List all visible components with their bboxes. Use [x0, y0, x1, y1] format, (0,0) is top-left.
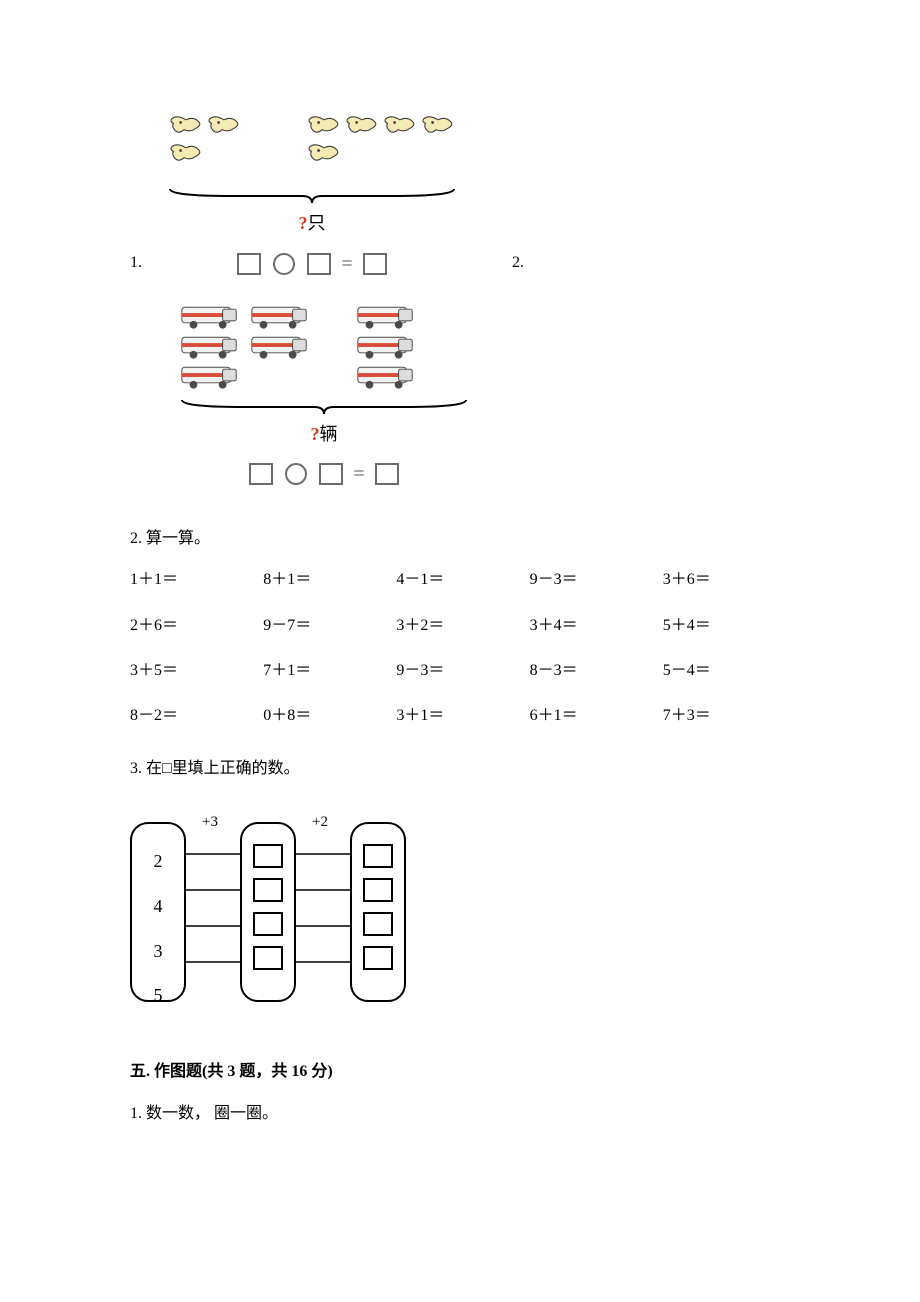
birds-right-group [306, 114, 456, 168]
ambulance-groups [174, 287, 474, 397]
ambulance-icon [176, 361, 244, 391]
section-3-title: 3. 在□里填上正确的数。 [130, 755, 790, 782]
birds-equation: = [162, 247, 462, 281]
op-circle[interactable] [285, 463, 307, 485]
ambulance-icon [176, 331, 244, 361]
picture-problem-1-row: 1. ?只 [130, 96, 790, 281]
ambulance-question-unit: ?辆 [174, 419, 474, 450]
calc-cell: 3＋5＝ [130, 657, 257, 684]
birds-groups [162, 96, 462, 186]
blank-box[interactable] [249, 463, 273, 485]
flow-out-boxes [352, 844, 404, 970]
blank-box[interactable] [363, 946, 393, 970]
birds-figure: ?只 = [162, 96, 462, 281]
item-1-number: 1. [130, 249, 142, 280]
calc-cell: 9－3＝ [530, 566, 657, 593]
bird-icon [168, 114, 204, 140]
worksheet-page: 1. ?只 [0, 0, 920, 1187]
brace-icon [162, 186, 462, 206]
calc-cell: 9－7＝ [263, 612, 390, 639]
calc-cell: 3＋2＝ [396, 612, 523, 639]
flow-input-values: 2 4 3 5 [132, 846, 184, 1010]
blank-box[interactable] [237, 253, 261, 275]
equals-sign: = [341, 247, 352, 281]
section-5-heading: 五. 作图题(共 3 题，共 16 分) [130, 1058, 790, 1085]
calc-grid: 1＋1＝ 8＋1＝ 4－1＝ 9－3＝ 3＋6＝ 2＋6＝ 9－7＝ 3＋2＝ … [130, 566, 790, 729]
calc-cell: 3＋4＝ [530, 612, 657, 639]
calc-cell: 5－4＝ [663, 657, 790, 684]
ambulance-icon [246, 301, 314, 331]
blank-box[interactable] [253, 878, 283, 902]
blank-box[interactable] [363, 912, 393, 936]
bird-icon [306, 142, 342, 168]
op-label-1: +3 [202, 810, 218, 836]
ambulance-left-group [176, 301, 326, 391]
unit-word: 辆 [320, 424, 338, 444]
flow-diagram: +3 +2 2 4 3 5 [130, 812, 410, 1012]
ambulance-icon [176, 301, 244, 331]
item-2-number: 2. [512, 249, 524, 280]
blank-box[interactable] [363, 844, 393, 868]
blank-box[interactable] [375, 463, 399, 485]
question-mark: ? [299, 213, 308, 233]
calc-cell: 7＋1＝ [263, 657, 390, 684]
calc-cell: 3＋6＝ [663, 566, 790, 593]
flow-mid-pill [240, 822, 296, 1002]
unit-word: 只 [308, 213, 326, 233]
calc-cell: 7＋3＝ [663, 702, 790, 729]
blank-box[interactable] [363, 253, 387, 275]
calc-cell: 1＋1＝ [130, 566, 257, 593]
flow-input-value: 5 [154, 980, 163, 1011]
section-5: 五. 作图题(共 3 题，共 16 分) 1. 数一数， 圈一圈。 [130, 1058, 790, 1126]
birds-question-unit: ?只 [162, 208, 462, 239]
blank-box[interactable] [363, 878, 393, 902]
op-circle[interactable] [273, 253, 295, 275]
flow-out-pill [350, 822, 406, 1002]
bird-icon [344, 114, 380, 140]
blank-box[interactable] [319, 463, 343, 485]
bird-icon [382, 114, 418, 140]
calc-cell: 6＋1＝ [530, 702, 657, 729]
calc-cell: 8－2＝ [130, 702, 257, 729]
calc-cell: 5＋4＝ [663, 612, 790, 639]
flow-input-pill: 2 4 3 5 [130, 822, 186, 1002]
bird-icon [168, 142, 204, 168]
calc-cell: 8－3＝ [530, 657, 657, 684]
calc-cell: 8＋1＝ [263, 566, 390, 593]
flow-input-value: 4 [154, 891, 163, 922]
calc-cell: 9－3＝ [396, 657, 523, 684]
blank-box[interactable] [253, 946, 283, 970]
ambulance-figure: ?辆 = [174, 287, 474, 492]
birds-left-group [168, 114, 278, 168]
ambulance-icon [352, 361, 420, 391]
section-5-item-1: 1. 数一数， 圈一圈。 [130, 1100, 790, 1127]
brace-icon [174, 397, 474, 417]
flow-input-value: 3 [154, 936, 163, 967]
flow-mid-boxes [242, 844, 294, 970]
calc-cell: 4－1＝ [396, 566, 523, 593]
ambulance-equation: = [174, 457, 474, 491]
calc-cell: 3＋1＝ [396, 702, 523, 729]
blank-box[interactable] [307, 253, 331, 275]
equals-sign: = [353, 457, 364, 491]
blank-box[interactable] [253, 844, 283, 868]
blank-box[interactable] [253, 912, 283, 936]
calc-cell: 0＋8＝ [263, 702, 390, 729]
op-label-2: +2 [312, 810, 328, 836]
ambulance-icon [246, 331, 314, 361]
bird-icon [206, 114, 242, 140]
flow-input-value: 2 [154, 846, 163, 877]
question-mark: ? [311, 424, 320, 444]
calc-cell: 2＋6＝ [130, 612, 257, 639]
bird-icon [306, 114, 342, 140]
ambulance-icon [352, 301, 420, 331]
section-2-title: 2. 算一算。 [130, 525, 790, 552]
ambulance-icon [352, 331, 420, 361]
ambulance-right-group [352, 301, 472, 391]
bird-icon [420, 114, 456, 140]
